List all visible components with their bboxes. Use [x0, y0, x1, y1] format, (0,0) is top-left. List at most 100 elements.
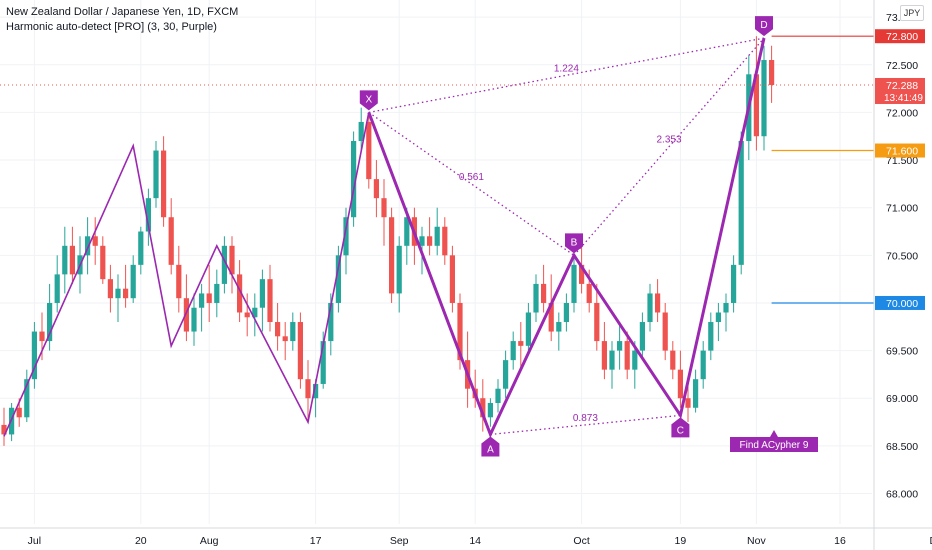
candle-body: [69, 245, 75, 275]
ratio-line: [573, 37, 765, 256]
candle-body: [571, 264, 577, 303]
candle-body: [1, 424, 7, 435]
candle-body: [449, 255, 455, 303]
x-tick-label: 14: [469, 535, 481, 547]
candle: [183, 274, 189, 342]
point-marker-a: A: [481, 436, 500, 457]
point-label: C: [677, 425, 684, 436]
candle-body: [563, 302, 569, 323]
price-axis[interactable]: 73.00072.50072.00071.50071.00070.50070.0…: [873, 0, 925, 550]
candle: [571, 255, 577, 313]
candle-body: [503, 360, 509, 389]
point-label: D: [760, 20, 767, 31]
candle-body: [320, 341, 326, 384]
candle-body: [191, 307, 197, 332]
candle-body: [107, 279, 113, 299]
x-tick-label: Jul: [28, 535, 41, 547]
y-tick-label: 68.500: [886, 441, 918, 453]
candle: [85, 217, 91, 275]
candle-body: [358, 121, 364, 142]
level-price-label: 71.600: [886, 146, 918, 158]
candle: [510, 331, 516, 370]
candle-body: [518, 341, 524, 346]
candle: [556, 312, 562, 351]
candle: [738, 131, 744, 275]
price-levels: [0, 35, 874, 304]
symbol-title[interactable]: New Zealand Dollar / Japanese Yen, 1D, F…: [6, 6, 239, 18]
candle: [495, 379, 501, 413]
indicator-label[interactable]: Harmonic auto-detect [PRO] (3, 30, Purpl…: [6, 21, 217, 33]
candle: [366, 112, 372, 189]
point-marker-b: B: [565, 233, 583, 254]
candle: [708, 312, 714, 361]
candle-body: [495, 388, 501, 404]
candle-body: [723, 302, 729, 313]
candle-body: [290, 322, 296, 342]
candle-body: [655, 293, 661, 313]
candle-body: [145, 198, 151, 232]
candle-body: [54, 274, 60, 303]
candle-body: [229, 245, 235, 275]
candle-body: [39, 331, 45, 342]
candle: [541, 264, 547, 313]
candle-body: [328, 302, 334, 342]
candle: [769, 45, 775, 103]
countdown-label: 13:41:49: [884, 93, 923, 104]
candle: [670, 341, 676, 380]
level-price-label: 70.000: [886, 298, 918, 310]
candle: [176, 245, 182, 313]
candle-body: [138, 231, 144, 265]
candle-body: [487, 403, 493, 418]
candle-body: [351, 141, 357, 218]
candle: [191, 293, 197, 346]
candle: [373, 160, 379, 218]
current-price-tag: [875, 77, 925, 104]
ratio-line: [490, 414, 681, 436]
candle-body: [525, 312, 531, 346]
candle-body: [510, 341, 516, 361]
candle-body: [715, 312, 721, 323]
point-marker-c: C: [671, 417, 690, 438]
candle: [199, 283, 205, 332]
candle-body: [115, 288, 121, 299]
candle-body: [548, 302, 554, 332]
candle-body: [275, 322, 281, 337]
candle: [297, 312, 303, 389]
candle: [335, 245, 341, 313]
candle-body: [457, 302, 463, 361]
candle-body: [434, 226, 440, 246]
candle-body: [153, 150, 159, 199]
x-tick-label: Nov: [747, 535, 766, 547]
candle: [624, 331, 630, 380]
candle: [252, 293, 258, 337]
y-tick-label: 71.000: [886, 203, 918, 215]
candle-body: [297, 322, 303, 380]
candle-body: [579, 264, 585, 284]
marker-shape: [565, 233, 583, 254]
x-tick-label: Oct: [573, 535, 589, 547]
candle-body: [16, 407, 22, 418]
time-axis[interactable]: Jul 20 Aug 17 Sep 14 Oct 19 Nov 16 Dec: [0, 527, 932, 547]
candle: [715, 302, 721, 342]
candle: [107, 264, 113, 313]
candle: [244, 293, 250, 337]
y-tick-label: 72.000: [886, 107, 918, 119]
candle: [396, 236, 402, 313]
candle: [358, 107, 364, 151]
y-tick-label: 71.500: [886, 155, 918, 167]
marker-shape: [359, 90, 378, 111]
candle-body: [389, 217, 395, 294]
candle-body: [738, 141, 744, 265]
level-price-tag: [875, 29, 925, 44]
candle-body: [183, 298, 189, 332]
candle-body: [556, 322, 562, 332]
currency-badge[interactable]: JPY: [900, 5, 924, 21]
candle: [153, 141, 159, 208]
candle: [343, 207, 349, 275]
candle: [31, 322, 37, 389]
marker-shape: [671, 417, 690, 438]
candle-body: [761, 60, 767, 137]
candle: [389, 207, 395, 303]
annotation-text: Find ACypher 9: [740, 440, 809, 451]
